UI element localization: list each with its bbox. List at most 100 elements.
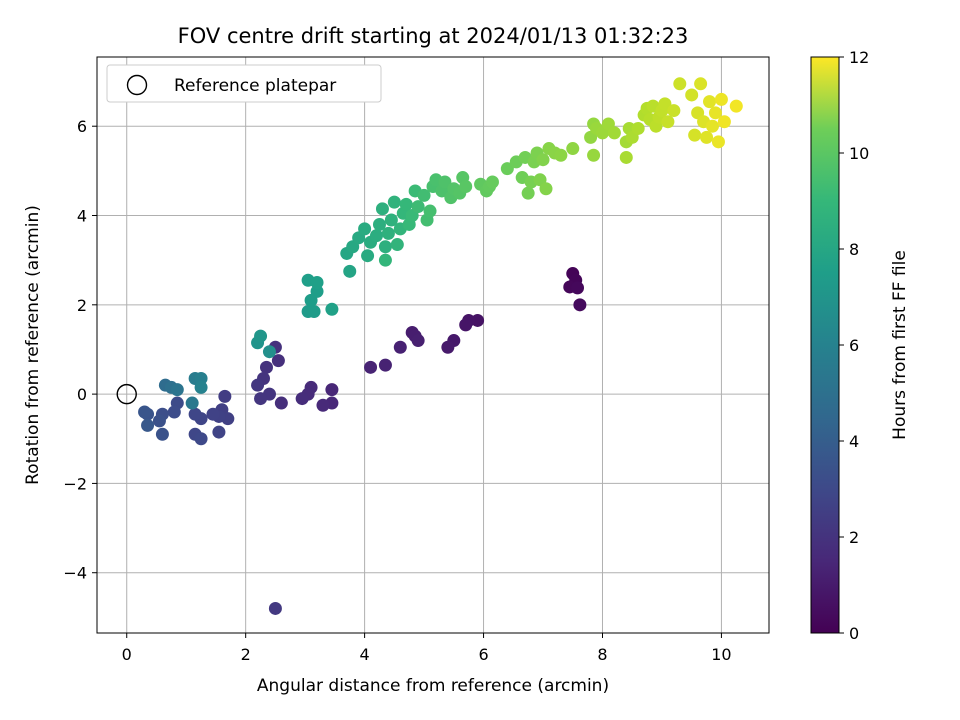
plot-frame [96, 56, 770, 634]
scatter-point [708, 106, 722, 120]
scatter-point [438, 175, 452, 189]
x-tick-label: 0 [122, 645, 132, 664]
scatter-point [607, 126, 621, 140]
x-tick-label: 6 [478, 645, 488, 664]
y-tick-label: −2 [63, 474, 87, 493]
scatter-point [694, 77, 708, 91]
scatter-point [706, 119, 720, 133]
scatter-point [587, 148, 601, 162]
scatter-point [521, 186, 535, 200]
scatter-point [390, 238, 404, 252]
scatter-point [673, 77, 687, 91]
scatter-point [717, 115, 731, 129]
scatter-point [274, 396, 288, 410]
scatter-point [384, 213, 398, 227]
scatter-point [417, 188, 431, 202]
scatter-point [167, 405, 181, 419]
scatter-point [536, 153, 550, 167]
scatter-point [271, 354, 285, 368]
scatter-point [194, 432, 208, 446]
scatter-point [370, 229, 384, 243]
scatter-point [375, 202, 389, 216]
colorbar-tick-label: 8 [849, 240, 859, 259]
colorbar-tick-label: 6 [849, 336, 859, 355]
scatter-point [170, 383, 184, 397]
data-points [138, 77, 743, 615]
scatter-point [361, 249, 375, 263]
scatter-point [441, 340, 455, 354]
scatter-point [325, 302, 339, 316]
scatter-point [658, 97, 672, 111]
scatter-point [554, 148, 568, 162]
scatter-point [631, 121, 645, 135]
scatter-point [372, 217, 386, 231]
x-tick-label: 2 [241, 645, 251, 664]
scatter-point [378, 253, 392, 267]
scatter-point [471, 313, 485, 327]
legend-label: Reference platepar [174, 76, 336, 96]
scatter-point [259, 360, 273, 374]
scatter-point [254, 329, 268, 343]
scatter-point [343, 264, 357, 278]
scatter-point [188, 407, 202, 421]
colorbar-tick-label: 4 [849, 432, 859, 451]
scatter-point [700, 130, 714, 144]
scatter-point [295, 392, 309, 406]
scatter-point [212, 425, 226, 439]
scatter-point [206, 407, 220, 421]
scatter-point [459, 318, 473, 332]
x-axis-label: Angular distance from reference (arcmin) [257, 676, 609, 696]
scatter-point [500, 162, 514, 176]
scatter-point [152, 414, 166, 428]
x-axis-ticks: 0 2 4 6 8 10 [122, 633, 732, 664]
legend-reference-marker-icon [126, 74, 148, 96]
scatter-point [387, 195, 401, 209]
legend: Reference platepar [106, 64, 382, 103]
scatter-point [485, 175, 499, 189]
y-tick-label: 2 [77, 296, 87, 315]
scatter-point [141, 418, 155, 432]
y-axis-label: Rotation from reference (arcmin) [23, 205, 43, 485]
y-axis-ticks: −4 −2 0 2 4 6 [63, 117, 97, 583]
scatter-point [566, 142, 580, 156]
reference-platepar-marker [116, 383, 137, 405]
x-tick-label: 4 [360, 645, 370, 664]
scatter-point [364, 360, 378, 374]
scatter-point [571, 281, 585, 295]
scatter-point [358, 222, 372, 236]
scatter-point [661, 115, 675, 129]
scatter-point [138, 405, 152, 419]
scatter-point [378, 358, 392, 372]
colorbar-gradient [811, 57, 839, 633]
scatter-point [411, 200, 425, 214]
scatter-point [714, 92, 728, 106]
scatter-point [378, 240, 392, 254]
scatter-point [399, 197, 413, 211]
colorbar-tick-label: 12 [849, 48, 869, 67]
scatter-point [316, 398, 330, 412]
y-tick-label: 6 [77, 117, 87, 136]
x-tick-label: 10 [711, 645, 731, 664]
y-tick-label: −4 [63, 564, 87, 583]
scatter-point [251, 378, 265, 392]
scatter-point [262, 345, 276, 359]
scatter-point [573, 298, 587, 312]
scatter-point [711, 135, 725, 149]
scatter-point [703, 95, 717, 109]
reference-marker-layer [116, 383, 137, 405]
scatter-point [310, 284, 324, 298]
y-tick-label: 0 [77, 385, 87, 404]
scatter-point [307, 305, 321, 319]
scatter-point [155, 427, 169, 441]
chart-title: FOV centre drift starting at 2024/01/13 … [178, 24, 689, 48]
scatter-point [218, 389, 232, 403]
scatter-point [619, 150, 633, 164]
x-tick-label: 8 [597, 645, 607, 664]
scatter-point [310, 275, 324, 289]
colorbar-tick-label: 10 [849, 144, 869, 163]
scatter-point [688, 128, 702, 142]
scatter-point [729, 99, 743, 113]
scatter-point [254, 392, 268, 406]
